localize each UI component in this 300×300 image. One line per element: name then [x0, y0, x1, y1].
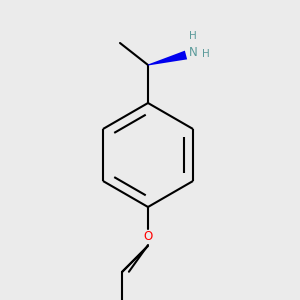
Text: H: H [189, 31, 197, 41]
Text: O: O [143, 230, 153, 244]
Polygon shape [148, 51, 187, 65]
Text: H: H [202, 49, 210, 59]
Text: N: N [189, 46, 197, 59]
